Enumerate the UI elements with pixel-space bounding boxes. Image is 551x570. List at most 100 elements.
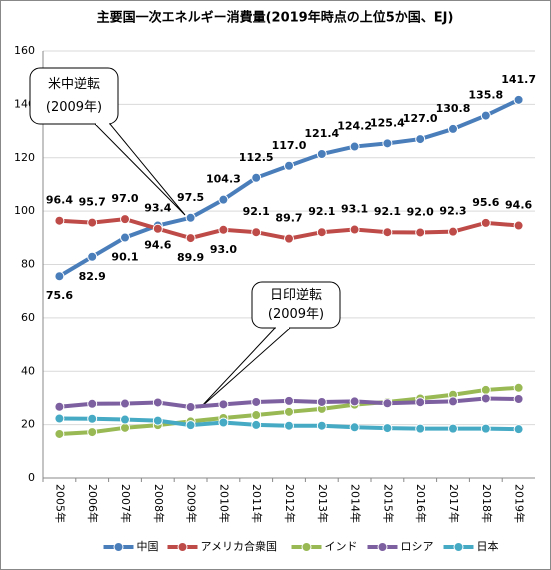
point	[251, 410, 262, 421]
point	[152, 223, 163, 234]
y-tick-label: 80	[21, 258, 35, 271]
callout-cover	[276, 326, 289, 329]
annotation: (2009年)	[268, 307, 324, 322]
value-label: 92.1	[308, 205, 335, 218]
value-label: 97.5	[177, 191, 204, 204]
value-label: 93.0	[210, 243, 237, 256]
point	[316, 420, 327, 431]
value-label: 97.0	[111, 192, 138, 205]
value-label: 93.4	[144, 202, 171, 215]
point	[152, 397, 163, 408]
point	[415, 423, 426, 434]
annotation: (2009年)	[46, 100, 102, 115]
callout-cover	[96, 122, 109, 125]
legend-marker	[177, 542, 188, 552]
value-label: 135.8	[468, 89, 503, 102]
point	[448, 396, 458, 407]
point	[251, 172, 262, 183]
point	[349, 422, 360, 433]
x-tick-label: 2008年	[152, 484, 166, 523]
point	[54, 401, 65, 412]
x-tick-label: 2005年	[53, 484, 67, 523]
x-tick-label: 2019年	[513, 484, 527, 523]
value-label: 89.9	[177, 251, 204, 264]
value-label: 94.6	[505, 199, 532, 212]
value-label: 93.1	[341, 203, 368, 216]
point	[513, 394, 524, 405]
callout-box	[29, 67, 119, 125]
x-tick-label: 2006年	[86, 484, 100, 523]
point	[251, 227, 262, 238]
legend-marker	[301, 542, 312, 552]
y-tick-label: 0	[28, 471, 35, 484]
point	[448, 123, 458, 134]
point	[513, 424, 524, 435]
value-label: 127.0	[403, 112, 438, 125]
value-label: 75.6	[46, 289, 73, 302]
point	[284, 406, 294, 417]
value-label: 125.4	[370, 116, 405, 129]
value-label: 89.7	[275, 212, 302, 225]
point	[251, 396, 262, 407]
y-tick-label: 20	[21, 418, 35, 431]
legend-marker	[453, 542, 464, 552]
value-label: 130.8	[436, 102, 471, 115]
point	[513, 220, 524, 231]
point	[382, 398, 393, 409]
point	[120, 414, 130, 425]
point	[480, 384, 491, 395]
point	[415, 397, 426, 408]
point	[218, 224, 229, 235]
point	[480, 393, 491, 404]
legend-label: インド	[325, 540, 358, 553]
point	[382, 227, 393, 238]
legend-marker	[377, 542, 388, 552]
chart-title: 主要国一次エネルギー消費量(2019年時点の上位5か国、EJ)	[97, 10, 454, 26]
x-tick-label: 2013年	[316, 484, 330, 523]
point	[349, 141, 360, 152]
point	[54, 271, 65, 282]
y-tick-label: 100	[14, 204, 35, 217]
y-tick-label: 160	[14, 44, 35, 57]
point	[349, 396, 360, 407]
callout	[94, 123, 186, 216]
point	[349, 224, 360, 235]
value-label: 90.1	[111, 251, 138, 264]
point	[218, 417, 229, 428]
x-tick-label: 2015年	[381, 484, 395, 523]
value-label: 96.4	[46, 194, 73, 207]
point	[382, 423, 393, 434]
y-tick-label: 60	[21, 311, 35, 324]
point	[284, 420, 294, 431]
callout-box	[251, 281, 341, 329]
value-label: 141.7	[501, 73, 536, 86]
point	[382, 138, 393, 149]
annotation: 米中逆転	[48, 76, 100, 92]
point	[87, 398, 98, 409]
legend-label: ロシア	[401, 540, 434, 553]
point	[415, 227, 426, 238]
x-tick-label: 2010年	[217, 484, 231, 523]
value-label: 95.7	[79, 196, 106, 209]
point	[448, 423, 458, 434]
point	[87, 251, 98, 262]
y-tick-label: 40	[21, 364, 35, 377]
x-tick-label: 2012年	[283, 484, 297, 523]
point	[120, 398, 130, 409]
legend-label: アメリカ合衆国	[201, 539, 277, 553]
point	[316, 149, 327, 160]
annotation: 日印逆転	[270, 287, 322, 303]
point	[218, 399, 229, 410]
y-tick-label: 120	[14, 151, 35, 164]
point	[218, 194, 229, 205]
legend-marker	[113, 542, 124, 552]
point	[120, 422, 130, 433]
point	[120, 232, 130, 243]
point	[87, 413, 98, 424]
x-tick-label: 2007年	[119, 484, 133, 523]
point	[284, 395, 294, 406]
point	[185, 233, 196, 244]
point	[87, 217, 98, 228]
point	[54, 215, 65, 226]
